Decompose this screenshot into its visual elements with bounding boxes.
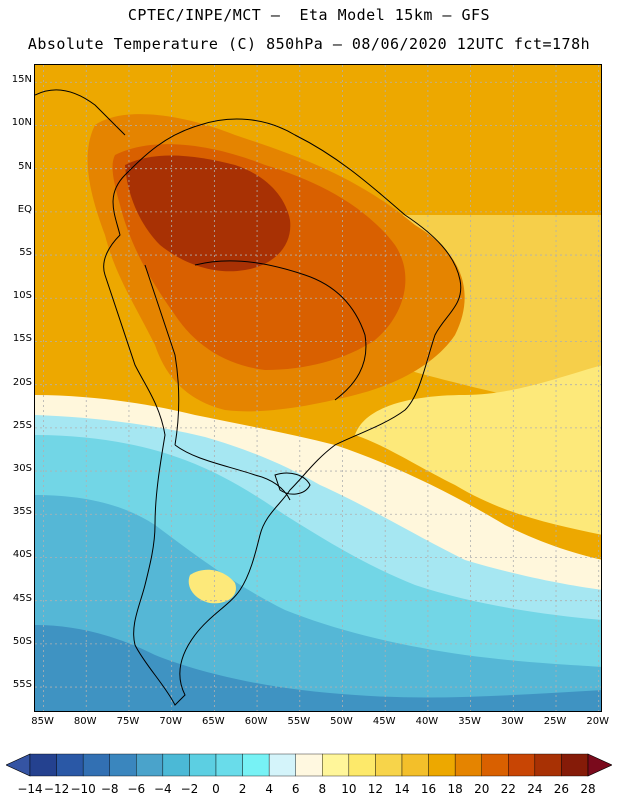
- lon-label: 40W: [415, 716, 439, 727]
- colorbar-segment: [295, 753, 323, 777]
- argentina-border: [174, 444, 291, 501]
- lon-label: 30W: [501, 716, 524, 727]
- lon-label: 45W: [372, 716, 396, 727]
- lat-label: 15S: [12, 333, 32, 345]
- lat-label: 20S: [12, 376, 32, 388]
- lon-label: 65W: [202, 716, 225, 727]
- central-america-outline: [35, 89, 126, 136]
- colorbar-tick-label: 6: [291, 782, 300, 796]
- lat-label: EQ: [17, 203, 32, 215]
- colorbar-tick-label: −12: [43, 782, 70, 796]
- colorbar-segment: [322, 753, 350, 777]
- colorbar-segment: [189, 753, 217, 777]
- lat-label: 35S: [12, 506, 32, 518]
- lat-label: 45S: [12, 592, 32, 604]
- field-band-mild-ocean: [355, 365, 601, 535]
- lat-label: 5N: [18, 160, 32, 172]
- map-title-line-1: CPTEC/INPE/MCT – Eta Model 15km – GFS: [127, 6, 491, 24]
- colorbar-tick-label: 28: [580, 782, 596, 796]
- colorbar-segment: [136, 753, 164, 777]
- lon-label: 85W: [31, 716, 54, 727]
- south-america-coastline: [103, 118, 462, 706]
- colorbar-segment: [481, 753, 509, 777]
- colorbar-segment: [508, 753, 536, 777]
- lon-label: 80W: [73, 716, 97, 727]
- colorbar-segment: [29, 753, 57, 777]
- lon-label: 55W: [287, 716, 311, 727]
- colorbar-tick-label: 22: [500, 782, 516, 796]
- field-patagonia-warm-spot: [188, 569, 236, 604]
- colorbar-tick-label: 24: [527, 782, 543, 796]
- lat-label: 5S: [19, 247, 32, 259]
- colorbar-tick-label: −4: [153, 782, 172, 796]
- colorbar-tick-label: −2: [180, 782, 199, 796]
- colorbar-tick-label: −10: [70, 782, 96, 796]
- field-band-cold-deep: [35, 625, 601, 711]
- colorbar-tick-label: −8: [100, 782, 119, 796]
- colorbar-tick-label: 16: [420, 782, 437, 796]
- lon-label: 70W: [159, 716, 182, 727]
- lat-label: 50S: [12, 635, 32, 647]
- colorbar-segment: [428, 753, 456, 777]
- colorbar-tick-label: −14: [17, 782, 43, 796]
- andes-border: [144, 264, 180, 446]
- colorbar-segment: [56, 753, 84, 777]
- colorbar-over-arrow: [587, 753, 612, 777]
- lat-label: 30S: [12, 463, 32, 475]
- lat-label: 40S: [12, 549, 32, 561]
- lat-lon-grid: [35, 65, 601, 711]
- colorbar-tick-label: 2: [238, 782, 247, 796]
- temperature-colorbar: [6, 753, 612, 777]
- colorbar-tick-label: −6: [127, 782, 146, 796]
- lon-label: 60W: [244, 716, 268, 727]
- colorbar-segment: [375, 753, 403, 777]
- coastline-and-borders: [35, 89, 462, 706]
- colorbar-segment: [401, 753, 429, 777]
- lon-label: 50W: [330, 716, 353, 727]
- lon-label: 35W: [458, 716, 481, 727]
- colorbar-tick-label: 14: [394, 782, 410, 796]
- lat-label: 10N: [11, 117, 32, 129]
- colorbar-segment: [561, 753, 589, 777]
- colorbar-tick-label: 4: [265, 782, 273, 796]
- temperature-field: [35, 65, 601, 711]
- colorbar-segment: [242, 753, 270, 777]
- colorbar-segment: [454, 753, 482, 777]
- lat-label: 55S: [12, 679, 32, 691]
- colorbar-segment: [82, 753, 110, 777]
- brazil-border: [194, 260, 367, 401]
- colorbar-segment: [534, 753, 562, 777]
- colorbar-tick-label: 26: [553, 782, 570, 796]
- map-title-line-2: Absolute Temperature (C) 850hPa – 08/06/…: [27, 35, 591, 53]
- colorbar-tick-label: 0: [212, 782, 220, 796]
- lon-label: 75W: [116, 716, 140, 727]
- colorbar-tick-label: 18: [447, 782, 463, 796]
- colorbar-segment: [215, 753, 243, 777]
- uruguay-outline: [274, 472, 311, 495]
- field-band-cold: [35, 495, 601, 711]
- colorbar-under-arrow: [6, 753, 31, 777]
- colorbar-segment: [162, 753, 190, 777]
- field-hottest-amazon: [125, 155, 291, 272]
- colorbar-tick-label: 20: [474, 782, 490, 796]
- lon-label: 20W: [586, 716, 610, 727]
- temperature-map[interactable]: [34, 64, 602, 712]
- colorbar-tick-label: 8: [318, 782, 327, 796]
- lat-label: 25S: [12, 419, 32, 431]
- colorbar-segment: [268, 753, 296, 777]
- lon-label: 25W: [543, 716, 567, 727]
- colorbar-tick-label: 12: [367, 782, 384, 796]
- colorbar-tick-label: 10: [341, 782, 357, 796]
- colorbar-segment: [109, 753, 137, 777]
- lat-label: 15N: [11, 74, 32, 86]
- lat-label: 10S: [12, 290, 32, 302]
- colorbar-segment: [348, 753, 376, 777]
